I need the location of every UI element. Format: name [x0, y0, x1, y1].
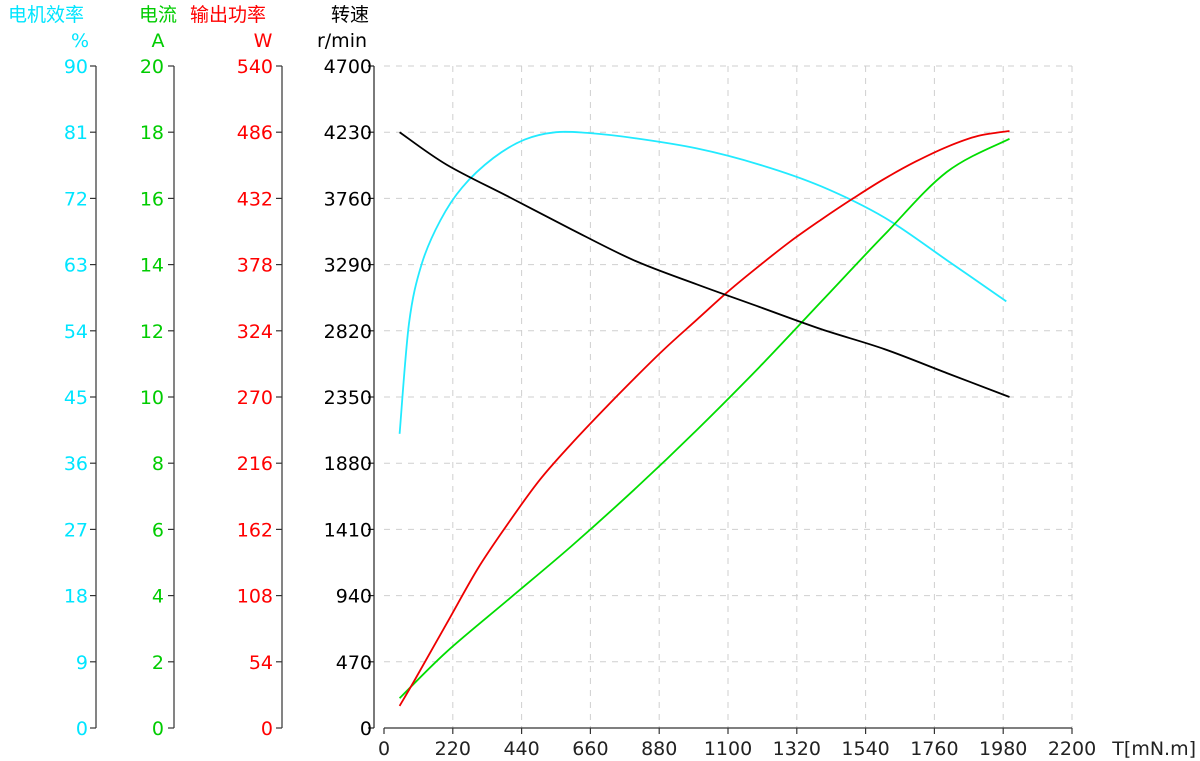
y-tick-label-power: 162 — [237, 519, 273, 541]
x-tick-label: 1100 — [704, 738, 752, 760]
y-tick-label-speed: 940 — [336, 586, 372, 608]
y-tick-label-efficiency: 54 — [64, 321, 88, 343]
y-axis-speed: 0 470 940 1410 1880 2350 2820 3290 3760 4230 4700 转… — [317, 4, 375, 740]
y-tick-label-current: 4 — [152, 586, 164, 608]
y-tick-label-speed: 3760 — [324, 188, 372, 210]
y-tick-label-power: 0 — [261, 718, 273, 740]
y-tick-label-speed: 1880 — [324, 453, 372, 475]
x-tick-label: 1760 — [910, 738, 958, 760]
y-tick-label-power: 108 — [237, 586, 273, 608]
y-axis-current: 0 2 4 6 8 10 12 14 16 18 20 电流 A — [139, 4, 177, 740]
y-tick-label-power: 378 — [237, 255, 273, 277]
x-tick-label: 1320 — [773, 738, 821, 760]
y-tick-label-power: 270 — [237, 387, 273, 409]
y-tick-label-speed: 2820 — [324, 321, 372, 343]
series — [398, 130, 1010, 707]
series-line-efficiency — [398, 130, 1007, 434]
x-tick-label: 1540 — [841, 738, 889, 760]
y-tick-label-current: 2 — [152, 652, 164, 674]
y-tick-label-speed: 0 — [360, 718, 372, 740]
x-tick-label: 880 — [641, 738, 677, 760]
y-tick-label-power: 432 — [237, 188, 273, 210]
y-tick-label-speed: 2350 — [324, 387, 372, 409]
axis-title-current: 电流 — [139, 4, 177, 26]
y-tick-label-current: 10 — [140, 387, 164, 409]
y-tick-label-current: 16 — [140, 188, 164, 210]
x-tick-label: 0 — [378, 738, 390, 760]
y-tick-label-efficiency: 27 — [64, 519, 88, 541]
grid — [384, 65, 1073, 728]
y-tick-label-speed: 1410 — [324, 519, 372, 541]
axis-title-speed: 转速 — [331, 4, 369, 26]
y-tick-label-efficiency: 63 — [64, 255, 88, 277]
y-tick-label-efficiency: 72 — [64, 188, 88, 210]
y-tick-label-current: 0 — [152, 718, 164, 740]
y-axes: 0 9 18 27 36 45 54 63 72 81 90 电机效率% 0 2 4 6 8 10 12 14 16 18… — [8, 4, 375, 740]
y-axis-efficiency: 0 9 18 27 36 45 54 63 72 81 90 电机效率% — [8, 4, 97, 740]
series-line-current — [398, 138, 1010, 699]
y-tick-label-power: 324 — [237, 321, 273, 343]
y-tick-label-speed: 4700 — [324, 56, 372, 78]
y-tick-label-current: 14 — [140, 255, 164, 277]
y-tick-label-current: 18 — [140, 122, 164, 144]
y-tick-label-power: 486 — [237, 122, 273, 144]
y-tick-label-current: 12 — [140, 321, 164, 343]
x-tick-label: 220 — [435, 738, 471, 760]
axis-unit-current: A — [152, 30, 165, 52]
axis-unit-efficiency: % — [71, 30, 89, 52]
y-tick-label-efficiency: 45 — [64, 387, 88, 409]
y-axis-power: 0 54 108 162 216 270 324 378 432 486 540 输出功率 W — [190, 4, 283, 740]
axis-unit-power: W — [254, 30, 273, 52]
axis-title-power: 输出功率 — [190, 4, 266, 26]
y-tick-label-current: 8 — [152, 453, 164, 475]
x-axis: 0 220 440 660 880 1100 1320 1540 1760 1980 2200 T[m… — [378, 727, 1196, 760]
axis-title-efficiency: 电机效率 — [8, 4, 84, 26]
y-tick-label-power: 540 — [237, 56, 273, 78]
series-line-speed — [399, 131, 1010, 398]
x-axis-label: T[mN.m] — [1111, 738, 1196, 760]
x-tick-label: 440 — [503, 738, 539, 760]
y-tick-label-efficiency: 0 — [76, 718, 88, 740]
y-tick-label-speed: 3290 — [324, 255, 372, 277]
y-tick-label-efficiency: 18 — [64, 586, 88, 608]
x-tick-label: 1980 — [979, 738, 1027, 760]
y-tick-label-power: 54 — [249, 652, 273, 674]
y-tick-label-power: 216 — [237, 453, 273, 475]
y-tick-label-current: 6 — [152, 519, 164, 541]
y-tick-label-speed: 470 — [336, 652, 372, 674]
x-tick-label: 660 — [572, 738, 608, 760]
series-line-power — [398, 130, 1010, 707]
y-tick-label-efficiency: 9 — [76, 652, 88, 674]
y-tick-label-efficiency: 81 — [64, 122, 88, 144]
y-tick-label-efficiency: 36 — [64, 453, 88, 475]
y-tick-label-speed: 4230 — [324, 122, 372, 144]
y-tick-label-current: 20 — [140, 56, 164, 78]
y-tick-label-efficiency: 90 — [64, 56, 88, 78]
x-tick-label: 2200 — [1048, 738, 1096, 760]
axis-unit-speed: r/min — [317, 30, 367, 52]
